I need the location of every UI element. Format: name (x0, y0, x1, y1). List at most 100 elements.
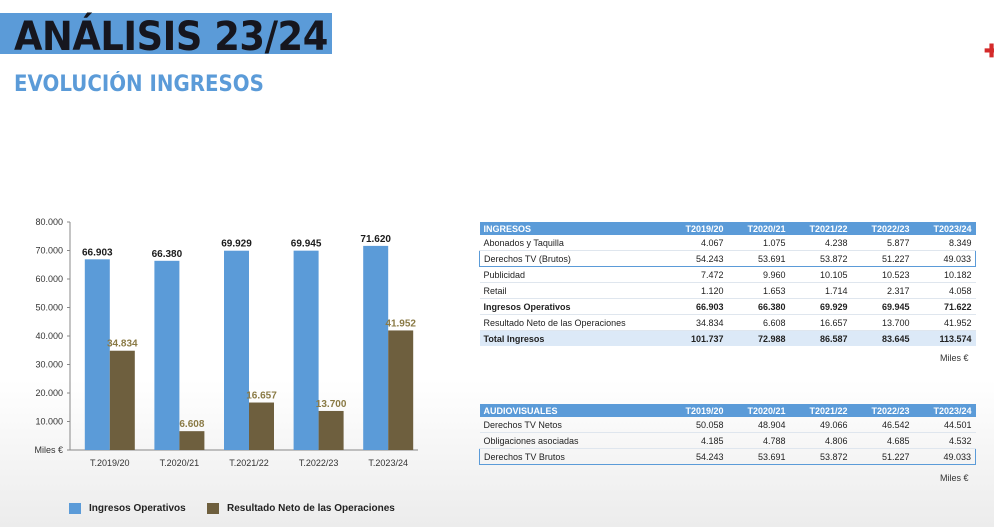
table-cell: 53.691 (727, 250, 790, 267)
bar-ingresos-operativos (154, 260, 180, 450)
x-tick-label: T.2023/24 (368, 458, 408, 468)
audiovisuales-table: AUDIOVISUALES T2019/20 T2020/21 T2021/22… (479, 404, 976, 465)
table-cell: 51.227 (851, 250, 914, 267)
page-title: ANÁLISIS 23/24 (14, 14, 328, 60)
table-header-cell: T2020/21 (727, 222, 790, 235)
legend-label: Resultado Neto de las Operaciones (227, 503, 395, 514)
table-cell: 54.243 (665, 250, 728, 267)
table-cell: Derechos TV Netos (479, 417, 666, 433)
bar-value-label: 6.608 (179, 419, 204, 430)
page-subtitle: EVOLUCIÓN INGRESOS (14, 72, 264, 97)
y-axis-ticks: Miles € 10.000 20.000 30.000 40.000 50.000 60.… (34, 217, 70, 455)
table-header-cell: INGRESOS (479, 222, 666, 235)
table-cell: 54.243 (665, 448, 728, 465)
table-cell: 1.120 (665, 282, 728, 299)
table-cell: 10.523 (851, 266, 914, 283)
bar-ingresos-operativos (224, 250, 249, 450)
y-tick-label: 30.000 (35, 360, 63, 370)
table-cell: Obligaciones asociadas (479, 432, 666, 449)
bar-ingresos-operativos (363, 245, 389, 450)
table-row: Publicidad 7.472 9.960 10.105 10.523 10.… (479, 266, 976, 283)
bars-group: 66.903 34.834 66.380 6.608 69.929 16.657 69.94… (82, 234, 416, 450)
table-header-cell: T2019/20 (665, 222, 728, 235)
table-cell: 1.075 (727, 235, 790, 251)
table-cell: 53.691 (727, 448, 790, 465)
table-cell: 16.657 (789, 314, 852, 331)
table-cell: 1.714 (789, 282, 852, 299)
table-row-total: Total Ingresos 101.737 72.988 86.587 83.… (479, 330, 976, 346)
legend-item-ingresos: Ingresos Operativos (69, 503, 186, 514)
table-cell: 49.066 (789, 417, 852, 433)
table-cell: Derechos TV (Brutos) (479, 250, 666, 267)
table-cell: 5.877 (851, 235, 914, 251)
table-cell: 7.472 (665, 266, 728, 283)
legend-label: Ingresos Operativos (89, 503, 186, 514)
table-cell: Resultado Neto de las Operaciones (479, 314, 666, 331)
table-row-highlighted: Derechos TV (Brutos) 54.243 53.691 53.87… (479, 250, 976, 267)
legend-item-resultado: Resultado Neto de las Operaciones (207, 503, 395, 514)
bar-ingresos-operativos (293, 250, 319, 450)
table-header-cell: T2021/22 (789, 404, 852, 417)
table-cell: 46.542 (851, 417, 914, 433)
table-cell: 66.903 (665, 298, 728, 315)
bar-resultado-neto (388, 330, 414, 450)
table-cell: 4.185 (665, 432, 728, 449)
table-row: Obligaciones asociadas 4.185 4.788 4.806… (479, 432, 976, 449)
ingresos-units-label: Miles € (940, 353, 969, 363)
table-header-cell: T2023/24 (913, 404, 976, 417)
table-cell: 83.645 (851, 330, 914, 346)
ingresos-table: INGRESOS T2019/20 T2020/21 T2021/22 T202… (479, 222, 976, 346)
bar-resultado-neto (179, 431, 205, 450)
table-cell: 86.587 (789, 330, 852, 346)
y-tick-label: Miles € (34, 445, 63, 455)
table-cell: 4.067 (665, 235, 728, 251)
table-cell: 4.058 (913, 282, 976, 299)
title-bar (0, 13, 332, 54)
table-cell: Abonados y Taquilla (479, 235, 666, 251)
table-header-cell: T2020/21 (727, 404, 790, 417)
table-cell: 10.105 (789, 266, 852, 283)
x-tick-label: T.2019/20 (90, 458, 130, 468)
table-header-cell: T2022/23 (851, 222, 914, 235)
bar-resultado-neto (249, 402, 274, 450)
y-tick-label: 70.000 (35, 246, 63, 256)
revenue-bar-chart: Miles € 10.000 20.000 30.000 40.000 50.000 60.… (34, 217, 418, 468)
table-cell: 72.988 (727, 330, 790, 346)
bar-value-label: 41.952 (385, 318, 416, 329)
table-cell: 69.929 (789, 298, 852, 315)
table-cell: 41.952 (913, 314, 976, 331)
table-cell: 49.033 (913, 448, 976, 465)
table-cell: 4.806 (789, 432, 852, 449)
bar-value-label: 66.903 (82, 247, 113, 258)
x-tick-label: T.2021/22 (229, 458, 269, 468)
table-cell: 69.945 (851, 298, 914, 315)
audiovisuales-units-label: Miles € (940, 473, 969, 483)
brand-mark-icon: ✚ (984, 41, 994, 61)
table-cell: 49.033 (913, 250, 976, 267)
table-row-highlighted: Derechos TV Brutos 54.243 53.691 53.872 … (479, 448, 976, 465)
bar-value-label: 69.929 (221, 239, 252, 250)
table-cell: 66.380 (727, 298, 790, 315)
table-cell: 4.685 (851, 432, 914, 449)
table-row: Derechos TV Netos 50.058 48.904 49.066 4… (479, 417, 976, 433)
bar-ingresos-operativos (84, 259, 110, 450)
y-tick-label: 20.000 (35, 388, 63, 398)
legend-swatch-ingresos (69, 503, 81, 514)
table-cell: 44.501 (913, 417, 976, 433)
table-row-subtotal: Ingresos Operativos 66.903 66.380 69.929… (479, 298, 976, 315)
y-tick-label: 10.000 (35, 417, 63, 427)
table-header-row: INGRESOS T2019/20 T2020/21 T2021/22 T202… (479, 222, 976, 235)
table-cell: 51.227 (851, 448, 914, 465)
bar-resultado-neto (318, 410, 344, 450)
table-cell: 8.349 (913, 235, 976, 251)
table-cell: 53.872 (789, 250, 852, 267)
table-cell: 10.182 (913, 266, 976, 283)
y-tick-label: 50.000 (35, 303, 63, 313)
table-cell: 13.700 (851, 314, 914, 331)
table-cell: 53.872 (789, 448, 852, 465)
table-cell: 4.788 (727, 432, 790, 449)
table-cell: 34.834 (665, 314, 728, 331)
table-cell: Total Ingresos (479, 330, 666, 346)
table-cell: Publicidad (479, 266, 666, 283)
table-header-cell: T2022/23 (851, 404, 914, 417)
